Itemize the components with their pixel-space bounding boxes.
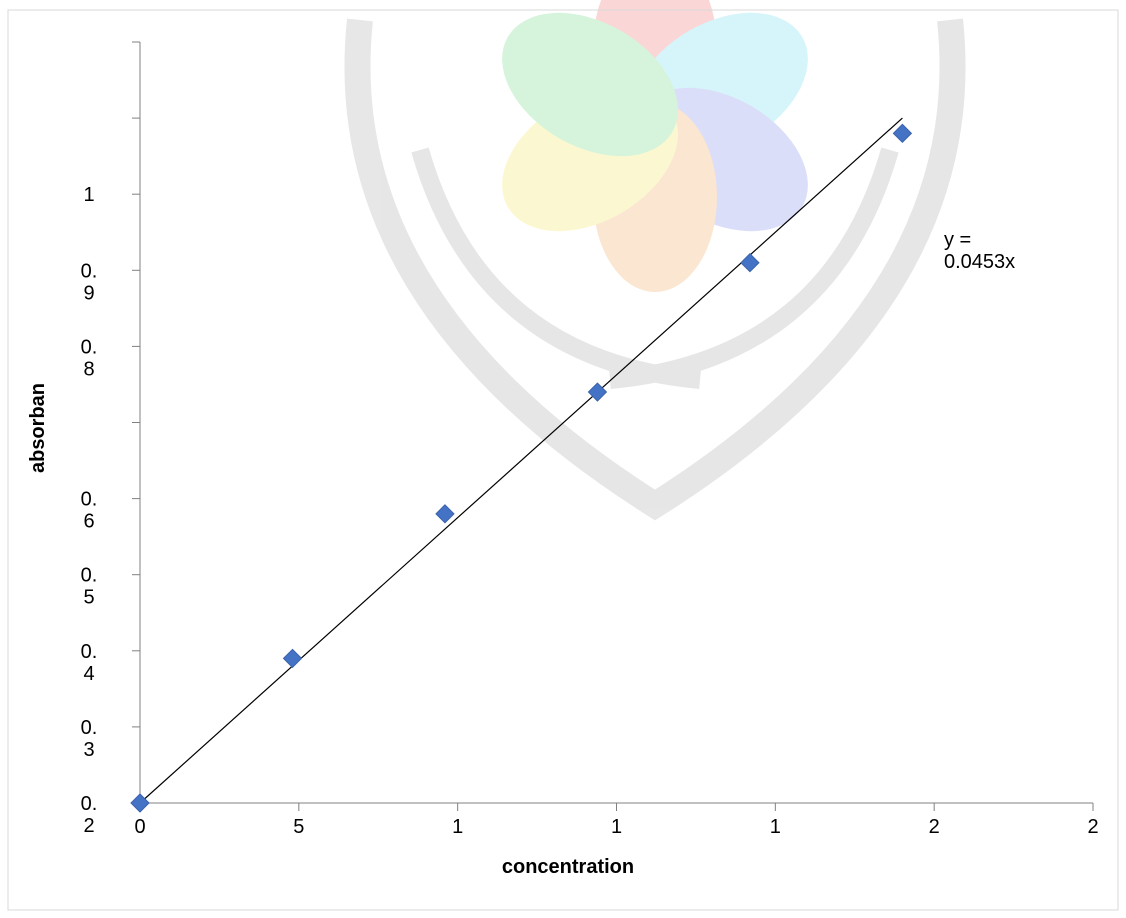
x-tick-label: 1 — [770, 816, 781, 838]
y-tick-label: 0. 4 — [81, 641, 98, 685]
data-points — [130, 123, 913, 813]
x-tick-label: 5 — [293, 816, 304, 838]
y-tick-label: 0. 3 — [81, 717, 98, 761]
y-tick-label: 1 — [83, 184, 94, 206]
x-tick-label: 0 — [134, 816, 145, 838]
data-point — [892, 123, 913, 144]
y-tick-label: 0. 8 — [81, 336, 98, 380]
y-axis-tick-labels: 0. 2 0. 3 0. 4 0. 5 0. 6 0. 8 0. 9 1 — [81, 184, 98, 837]
y-tick-label: 0. 5 — [81, 565, 98, 609]
watermark-logo — [344, 0, 966, 521]
data-point — [130, 793, 150, 813]
x-tick-label: 1 — [452, 816, 463, 838]
data-point — [587, 382, 608, 402]
x-axis-title: concentration — [502, 856, 634, 878]
chart-border — [7, 9, 1119, 911]
y-tick-label: 0. 9 — [81, 260, 98, 304]
y-tick-label: 0. 2 — [81, 793, 98, 837]
y-axis-title: absorban — [27, 383, 49, 473]
x-tick-label: 2 — [1087, 816, 1098, 838]
x-tick-label: 2 — [929, 816, 940, 838]
data-point — [282, 648, 303, 669]
data-point — [740, 252, 760, 273]
x-tick-label: 1 — [611, 816, 622, 838]
data-point — [435, 504, 455, 524]
y-axis-ticks — [132, 41, 140, 728]
x-axis-tick-labels: 0 5 1 1 1 2 2 — [134, 816, 1098, 838]
x-axis-ticks — [139, 803, 1094, 811]
trendline-equation: y = 0.0453x — [944, 229, 1015, 273]
y-tick-label: 0. 6 — [81, 489, 98, 533]
trendline — [139, 117, 903, 804]
